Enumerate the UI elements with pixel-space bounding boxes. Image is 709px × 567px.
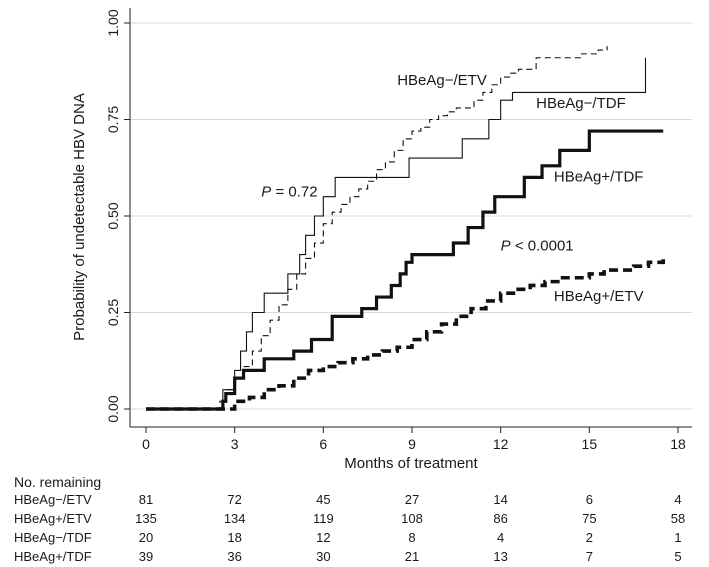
risk-cell-3-1: 36: [227, 549, 241, 564]
series-labels: HBeAg−/ETV HBeAg−/TDF HBeAg+/TDF HBeAg+/ETV: [397, 72, 643, 305]
risk-cell-0-4: 14: [493, 492, 507, 507]
risk-table-title: No. remaining: [14, 474, 101, 490]
risk-cell-2-5: 2: [586, 530, 593, 545]
risk-cell-0-3: 27: [405, 492, 419, 507]
annotations: P = 0.72 P < 0.0001: [261, 184, 573, 255]
risk-table: No. remaining HBeAg−/ETV 81 72 45 27 14 6 4HBeA…: [14, 474, 685, 564]
x-tick-label-2: 6: [319, 436, 327, 452]
risk-cell-3-4: 13: [493, 549, 507, 564]
risk-row-label-2: HBeAg−/TDF: [14, 530, 92, 545]
risk-cell-2-0: 20: [139, 530, 153, 545]
axes: [129, 8, 692, 428]
x-tick-label-0: 0: [142, 436, 150, 452]
series-label-0: HBeAg−/ETV: [397, 72, 487, 89]
risk-cell-2-1: 18: [227, 530, 241, 545]
series-line-0: [146, 46, 608, 410]
axis-ticks: 0.00 0.25 0.50 0.75 1.00 0 3 6 9 12 15 18: [105, 9, 686, 452]
risk-cell-0-2: 45: [316, 492, 330, 507]
p-value-0: P = 0.72: [261, 184, 317, 201]
series-group: [146, 46, 666, 411]
grid-lines: [130, 22, 692, 410]
risk-row-label-3: HBeAg+/TDF: [14, 549, 92, 564]
p-value-1: P < 0.0001: [501, 238, 574, 255]
risk-cell-3-5: 7: [586, 549, 593, 564]
x-tick-label-1: 3: [231, 436, 239, 452]
risk-cell-2-2: 12: [316, 530, 330, 545]
series-label-1: HBeAg−/TDF: [536, 95, 626, 112]
risk-cell-2-3: 8: [408, 530, 415, 545]
risk-cell-2-6: 1: [674, 530, 681, 545]
risk-cell-3-0: 39: [139, 549, 153, 564]
risk-cell-0-1: 72: [227, 492, 241, 507]
risk-cell-0-0: 81: [139, 492, 153, 507]
y-tick-label-0: 0.00: [105, 395, 121, 422]
y-tick-label-3: 0.75: [105, 106, 121, 133]
y-tick-label-1: 0.25: [105, 299, 121, 326]
risk-cell-3-2: 30: [316, 549, 330, 564]
risk-cell-3-6: 5: [674, 549, 681, 564]
x-tick-label-4: 12: [493, 436, 509, 452]
risk-cell-1-4: 86: [493, 511, 507, 526]
y-axis-label: Probability of undetectable HBV DNA: [71, 93, 88, 341]
x-tick-label-3: 9: [408, 436, 416, 452]
risk-cell-0-5: 6: [586, 492, 593, 507]
y-tick-label-4: 1.00: [105, 9, 121, 36]
series-line-2: [146, 129, 664, 411]
series-label-3: HBeAg+/ETV: [554, 288, 644, 305]
x-axis-label: Months of treatment: [344, 455, 478, 472]
x-tick-label-5: 15: [582, 436, 598, 452]
risk-cell-1-0: 135: [135, 511, 157, 526]
risk-row-label-0: HBeAg−/ETV: [14, 492, 92, 507]
risk-cell-1-3: 108: [401, 511, 423, 526]
series-line-1: [146, 57, 647, 410]
series-label-2: HBeAg+/TDF: [554, 168, 644, 185]
risk-cell-1-1: 134: [224, 511, 246, 526]
risk-cell-2-4: 4: [497, 530, 504, 545]
x-tick-label-6: 18: [670, 436, 686, 452]
risk-cell-1-6: 58: [671, 511, 685, 526]
y-tick-label-2: 0.50: [105, 202, 121, 229]
risk-cell-3-3: 21: [405, 549, 419, 564]
series-line-3: [146, 258, 666, 411]
risk-cell-0-6: 4: [674, 492, 681, 507]
risk-row-label-1: HBeAg+/ETV: [14, 511, 92, 526]
risk-cell-1-5: 75: [582, 511, 596, 526]
risk-cell-1-2: 119: [313, 511, 334, 526]
